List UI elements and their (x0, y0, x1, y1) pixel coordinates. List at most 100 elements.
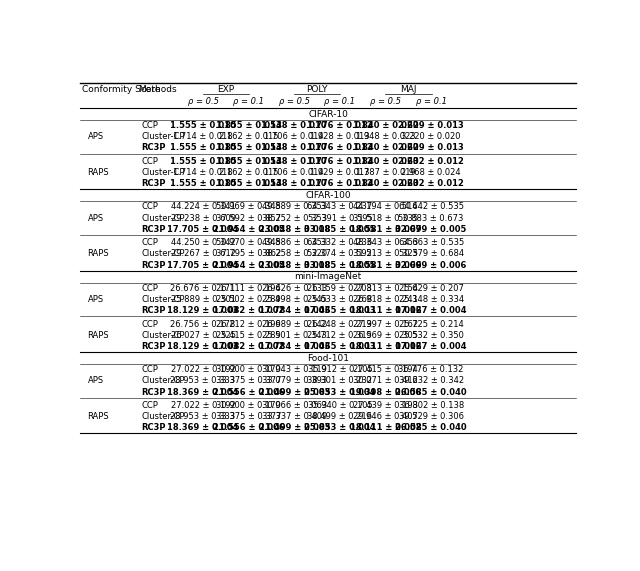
Text: CIFAR-10: CIFAR-10 (308, 110, 348, 119)
Text: 17.465 ± 0.003: 17.465 ± 0.003 (304, 306, 376, 315)
Text: 26.159 ± 0.208: 26.159 ± 0.208 (307, 284, 372, 293)
Text: 1.776 ± 0.012: 1.776 ± 0.012 (307, 179, 372, 188)
Text: 1.787 ± 0.019: 1.787 ± 0.019 (356, 168, 415, 177)
Text: 49.889 ± 0.353: 49.889 ± 0.353 (262, 202, 327, 211)
Text: 26.689 ± 0.142: 26.689 ± 0.142 (262, 320, 327, 328)
Text: 28.953 ± 0.333: 28.953 ± 0.333 (170, 412, 236, 421)
Text: RC3P: RC3P (141, 179, 166, 188)
Text: 25.853 ± 0.004: 25.853 ± 0.004 (304, 388, 376, 396)
Text: RC3P: RC3P (141, 342, 166, 351)
Text: 2.968 ± 0.024: 2.968 ± 0.024 (401, 168, 461, 177)
Text: ρ = 0.1: ρ = 0.1 (415, 98, 447, 106)
Text: 25.502 ± 0.289: 25.502 ± 0.289 (216, 295, 281, 304)
Text: 17.167 ± 0.004: 17.167 ± 0.004 (396, 306, 467, 315)
Text: 36.776 ± 0.132: 36.776 ± 0.132 (399, 365, 464, 374)
Text: 27.313 ± 0.154: 27.313 ± 0.154 (353, 284, 418, 293)
Text: 17.465 ± 0.003: 17.465 ± 0.003 (304, 342, 376, 351)
Text: 25.629 ± 0.207: 25.629 ± 0.207 (399, 284, 463, 293)
Text: ρ = 0.5: ρ = 0.5 (279, 98, 310, 106)
Text: 21.556 ± 0.006: 21.556 ± 0.006 (212, 423, 285, 432)
Text: 18.581 ± 0.007: 18.581 ± 0.007 (350, 225, 421, 234)
Text: 44.224 ± 0.341: 44.224 ± 0.341 (171, 202, 236, 211)
Text: 25.498 ± 0.345: 25.498 ± 0.345 (262, 295, 326, 304)
Text: 18.369 ± 0.004: 18.369 ± 0.004 (167, 388, 239, 396)
Text: POLY: POLY (307, 85, 328, 94)
Text: 35.940 ± 0.105: 35.940 ± 0.105 (308, 401, 372, 410)
Text: 29.267 ± 0.612: 29.267 ± 0.612 (170, 250, 236, 259)
Text: 1.840 ± 0.020: 1.840 ± 0.020 (353, 143, 419, 152)
Text: 1.706 ± 0.014: 1.706 ± 0.014 (264, 168, 324, 177)
Text: MAJ: MAJ (400, 85, 417, 94)
Text: 26.111 ± 0.194: 26.111 ± 0.194 (216, 284, 281, 293)
Text: 1.714 ± 0.018: 1.714 ± 0.018 (173, 168, 233, 177)
Text: 18.369 ± 0.004: 18.369 ± 0.004 (167, 423, 239, 432)
Text: 38.499 ± 0.216: 38.499 ± 0.216 (307, 412, 372, 421)
Text: 18.111 ± 0.002: 18.111 ± 0.002 (349, 342, 421, 351)
Text: 26.756 ± 0.178: 26.756 ± 0.178 (170, 320, 236, 328)
Text: 64.343 ± 0.237: 64.343 ± 0.237 (307, 202, 372, 211)
Text: 39.529 ± 0.306: 39.529 ± 0.306 (399, 412, 463, 421)
Text: 36.802 ± 0.138: 36.802 ± 0.138 (399, 401, 464, 410)
Text: 28.953 ± 0.333: 28.953 ± 0.333 (170, 376, 236, 385)
Text: RC3P: RC3P (141, 423, 166, 432)
Text: RC3P: RC3P (141, 388, 166, 396)
Text: 1.555 ± 0.010: 1.555 ± 0.010 (170, 121, 236, 130)
Text: CIFAR-100: CIFAR-100 (305, 191, 351, 200)
Text: 39.632 ± 0.342: 39.632 ± 0.342 (399, 376, 464, 385)
Text: 1.776 ± 0.012: 1.776 ± 0.012 (307, 157, 372, 166)
Text: 21.954 ± 0.005: 21.954 ± 0.005 (213, 261, 284, 270)
Text: 1.555 ± 0.010: 1.555 ± 0.010 (170, 157, 236, 166)
Text: 1.776 ± 0.012: 1.776 ± 0.012 (307, 143, 372, 152)
Text: 1.538 ± 0.010: 1.538 ± 0.010 (262, 157, 327, 166)
Text: 31.518 ± 0.335: 31.518 ± 0.335 (353, 214, 418, 223)
Text: 18.129 ± 0.003: 18.129 ± 0.003 (167, 306, 239, 315)
Text: 52.374 ± 0.592: 52.374 ± 0.592 (307, 250, 372, 259)
Text: 2.629 ± 0.013: 2.629 ± 0.013 (398, 143, 464, 152)
Text: CCP: CCP (141, 157, 158, 166)
Text: 38.301 ± 0.232: 38.301 ± 0.232 (307, 376, 372, 385)
Text: 48.343 ± 0.353: 48.343 ± 0.353 (353, 238, 418, 247)
Text: 50.883 ± 0.673: 50.883 ± 0.673 (399, 214, 464, 223)
Text: 37.795 ± 0.862: 37.795 ± 0.862 (216, 250, 281, 259)
Text: 33.375 ± 0.377: 33.375 ± 0.377 (216, 376, 282, 385)
Text: 25.889 ± 0.301: 25.889 ± 0.301 (170, 295, 236, 304)
Text: Cluster-CP: Cluster-CP (141, 331, 184, 340)
Text: 1.555 ± 0.010: 1.555 ± 0.010 (170, 143, 236, 152)
Text: APS: APS (88, 376, 104, 385)
Text: CCP: CCP (141, 401, 158, 410)
Text: 2.629 ± 0.013: 2.629 ± 0.013 (398, 121, 464, 130)
Text: 17.167 ± 0.004: 17.167 ± 0.004 (396, 342, 467, 351)
Text: 27.439 ± 0.193: 27.439 ± 0.193 (353, 401, 418, 410)
Text: Cluster-CP: Cluster-CP (141, 376, 184, 385)
Text: APS: APS (88, 214, 104, 223)
Text: 29.238 ± 0.609: 29.238 ± 0.609 (170, 214, 236, 223)
Text: RC3P: RC3P (141, 225, 166, 234)
Text: mini-ImageNet: mini-ImageNet (294, 272, 362, 281)
Text: 21.499 ± 0.003: 21.499 ± 0.003 (259, 423, 330, 432)
Text: 18.111 ± 0.002: 18.111 ± 0.002 (349, 423, 421, 432)
Text: 2.162 ± 0.015: 2.162 ± 0.015 (219, 132, 278, 141)
Text: Food-101: Food-101 (307, 353, 349, 363)
Text: 26.626 ± 0.133: 26.626 ± 0.133 (262, 284, 327, 293)
Text: 30.071 ± 0.412: 30.071 ± 0.412 (353, 376, 418, 385)
Text: 38.252 ± 0.353: 38.252 ± 0.353 (262, 214, 327, 223)
Text: 27.415 ± 0.194: 27.415 ± 0.194 (353, 365, 418, 374)
Text: Cluster-CP: Cluster-CP (141, 412, 184, 421)
Text: 17.082 ± 0.002: 17.082 ± 0.002 (213, 306, 284, 315)
Text: 32.699 ± 0.005: 32.699 ± 0.005 (396, 225, 467, 234)
Text: 1.714 ± 0.018: 1.714 ± 0.018 (173, 132, 233, 141)
Text: RC3P: RC3P (141, 306, 166, 315)
Text: 1.948 ± 0.023: 1.948 ± 0.023 (356, 132, 415, 141)
Text: 26.248 ± 0.219: 26.248 ± 0.219 (307, 320, 372, 328)
Text: 50.969 ± 0.345: 50.969 ± 0.345 (216, 202, 281, 211)
Text: 27.022 ± 0.192: 27.022 ± 0.192 (171, 401, 236, 410)
Text: 1.538 ± 0.010: 1.538 ± 0.010 (262, 143, 327, 152)
Text: CCP: CCP (141, 121, 158, 130)
Text: 25.532 ± 0.350: 25.532 ± 0.350 (399, 331, 463, 340)
Text: 1.840 ± 0.020: 1.840 ± 0.020 (353, 157, 419, 166)
Text: ρ = 0.1: ρ = 0.1 (233, 98, 264, 106)
Text: 18.129 ± 0.003: 18.129 ± 0.003 (167, 342, 239, 351)
Text: RC3P: RC3P (141, 261, 166, 270)
Text: 1.929 ± 0.013: 1.929 ± 0.013 (310, 168, 370, 177)
Text: 17.705 ± 0.004: 17.705 ± 0.004 (167, 261, 239, 270)
